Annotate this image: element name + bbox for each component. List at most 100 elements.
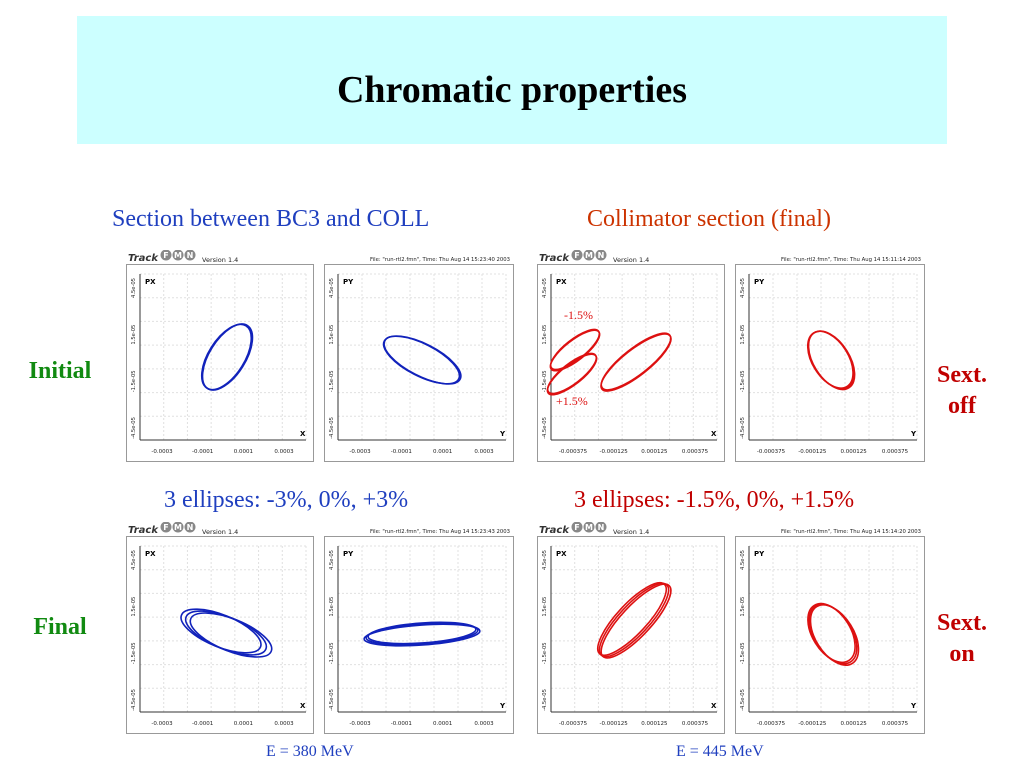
row-label-initial: Initial xyxy=(28,358,92,384)
logo-letter: M xyxy=(585,251,593,260)
x-tick-label: -0.0001 xyxy=(391,721,412,727)
x-tick-label: 0.0003 xyxy=(474,721,494,727)
logo-letter: N xyxy=(187,251,194,260)
subplot-frame xyxy=(126,264,314,462)
y-tick-label: -4.5e-05 xyxy=(542,689,548,711)
x-axis-label: Y xyxy=(910,702,917,710)
y-axis-label: PY xyxy=(343,278,354,286)
x-tick-label: 0.0001 xyxy=(234,449,253,455)
x-axis-label: X xyxy=(300,702,306,710)
y-tick-label: 1.5e-05 xyxy=(131,325,137,345)
y-tick-label: -4.5e-05 xyxy=(329,417,335,439)
y-axis-label: PX xyxy=(145,550,156,558)
x-tick-label: -0.0003 xyxy=(349,449,371,455)
x-axis-label: X xyxy=(711,702,717,710)
y-tick-label: -4.5e-05 xyxy=(131,689,137,711)
file-label: File: "run-rtl2.fmn", Time: Thu Aug 14 1… xyxy=(781,529,921,535)
file-label: File: "run-rtl2.fmn", Time: Thu Aug 14 1… xyxy=(370,529,510,535)
plot-pair-svg: Track F M N Version 1.4 PX X -4.5e-05 -1.5e-05 1.… xyxy=(537,522,925,734)
y-tick-label: 1.5e-05 xyxy=(131,597,137,617)
subplot-frame xyxy=(324,264,514,462)
x-tick-label: 0.000125 xyxy=(641,721,668,727)
phase-space-ellipse xyxy=(365,622,479,646)
y-tick-label: 4.5e-05 xyxy=(131,278,137,298)
x-tick-label: -0.0003 xyxy=(151,449,173,455)
y-tick-label: -4.5e-05 xyxy=(740,689,746,711)
x-tick-label: -0.000125 xyxy=(600,449,629,455)
subplot-frame xyxy=(735,536,925,734)
logo-badge xyxy=(160,522,172,533)
y-axis-label: PY xyxy=(754,550,765,558)
logo-letter: M xyxy=(174,523,182,532)
logo-badge xyxy=(184,522,196,533)
phase-space-ellipse xyxy=(807,330,856,391)
y-tick-label: -4.5e-05 xyxy=(740,417,746,439)
plot-pair-svg: Track F M N Version 1.4 PX X -4.5e-05 -1.5e-05 1.… xyxy=(537,250,925,462)
x-tick-label: -0.000125 xyxy=(798,721,827,727)
x-tick-label: 0.0003 xyxy=(474,449,494,455)
y-tick-label: -1.5e-05 xyxy=(131,642,137,664)
version-label: Version 1.4 xyxy=(202,256,238,264)
logo-letter: F xyxy=(163,523,168,532)
subplot: File: "run-rtl2.fmn", Time: Thu Aug 14 1… xyxy=(735,257,925,462)
sext-on-label: Sext. on xyxy=(924,608,1000,670)
phase-space-ellipse xyxy=(600,333,672,392)
subplot-frame xyxy=(537,264,725,462)
y-tick-label: 1.5e-05 xyxy=(329,597,335,617)
phase-space-ellipse xyxy=(546,353,598,396)
phase-space-ellipse xyxy=(363,623,481,647)
track-logo: Track xyxy=(128,253,159,264)
x-tick-label: 0.000375 xyxy=(682,449,709,455)
logo-badge xyxy=(160,250,172,261)
phase-space-ellipse xyxy=(367,621,477,645)
x-axis-label: X xyxy=(300,430,306,438)
phase-space-ellipse xyxy=(549,329,601,372)
version-label: Version 1.4 xyxy=(613,256,649,264)
subplot: Track F M N Version 1.4 PX X -4.5e-05 -1.5e-05 1.… xyxy=(537,250,725,462)
y-tick-label: -4.5e-05 xyxy=(329,689,335,711)
y-tick-label: -4.5e-05 xyxy=(542,417,548,439)
sext-on-line2: on xyxy=(949,641,975,667)
x-axis-label: Y xyxy=(499,702,506,710)
logo-badge xyxy=(184,250,196,261)
logo-letter: M xyxy=(174,251,182,260)
y-tick-label: -1.5e-05 xyxy=(329,642,335,664)
x-tick-label: 0.000375 xyxy=(882,721,909,727)
version-label: Version 1.4 xyxy=(613,528,649,536)
sext-off-line2: off xyxy=(948,393,976,419)
energy-right: E = 445 MeV xyxy=(676,743,764,760)
y-tick-label: -1.5e-05 xyxy=(131,370,137,392)
x-tick-label: 0.000125 xyxy=(841,449,868,455)
y-tick-label: 1.5e-05 xyxy=(542,597,548,617)
logo-badge xyxy=(571,522,583,533)
y-tick-label: -1.5e-05 xyxy=(329,370,335,392)
y-tick-label: -4.5e-05 xyxy=(131,417,137,439)
annotation-plus: +1.5% xyxy=(556,394,588,408)
x-tick-label: -0.000125 xyxy=(600,721,629,727)
x-axis-label: Y xyxy=(910,430,917,438)
logo-letter: N xyxy=(187,523,194,532)
subplot-frame xyxy=(537,536,725,734)
logo-letter: F xyxy=(574,523,579,532)
track-logo: Track xyxy=(128,525,159,536)
y-axis-label: PY xyxy=(754,278,765,286)
track-logo: Track xyxy=(539,253,570,264)
x-tick-label: -0.0003 xyxy=(151,721,173,727)
logo-badge xyxy=(583,522,595,533)
x-tick-label: 0.0001 xyxy=(433,449,452,455)
y-tick-label: 4.5e-05 xyxy=(542,550,548,570)
left-section-heading: Section between BC3 and COLL xyxy=(112,206,430,232)
y-axis-label: PY xyxy=(343,550,354,558)
y-tick-label: -1.5e-05 xyxy=(740,370,746,392)
sext-off-line1: Sext. xyxy=(937,362,987,388)
x-tick-label: -0.000375 xyxy=(757,721,786,727)
x-tick-label: -0.0003 xyxy=(349,721,371,727)
annotation-minus: -1.5% xyxy=(564,308,593,322)
right-section-heading: Collimator section (final) xyxy=(587,206,831,232)
y-tick-label: -1.5e-05 xyxy=(740,642,746,664)
title-box: Chromatic properties xyxy=(77,16,947,144)
subplot: Track F M N Version 1.4 PX X -4.5e-05 -1.5e-05 1.… xyxy=(126,522,314,734)
y-tick-label: 1.5e-05 xyxy=(542,325,548,345)
x-tick-label: 0.0001 xyxy=(433,721,452,727)
y-axis-label: PX xyxy=(556,550,567,558)
